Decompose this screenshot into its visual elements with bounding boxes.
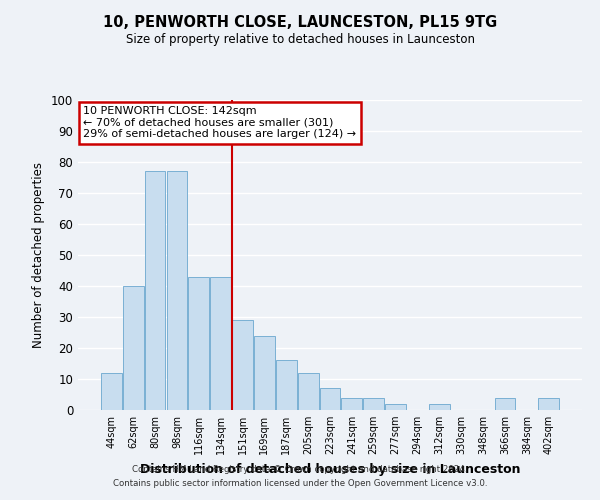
Bar [320, 388, 340, 410]
Bar [298, 373, 319, 410]
Bar [538, 398, 559, 410]
Text: Size of property relative to detached houses in Launceston: Size of property relative to detached ho… [125, 32, 475, 46]
Bar [101, 373, 122, 410]
Bar [210, 276, 231, 410]
Bar [341, 398, 362, 410]
Bar [232, 320, 253, 410]
Bar [123, 286, 143, 410]
Text: 10, PENWORTH CLOSE, LAUNCESTON, PL15 9TG: 10, PENWORTH CLOSE, LAUNCESTON, PL15 9TG [103, 15, 497, 30]
X-axis label: Distribution of detached houses by size in Launceston: Distribution of detached houses by size … [140, 462, 520, 475]
Bar [254, 336, 275, 410]
Bar [385, 404, 406, 410]
Y-axis label: Number of detached properties: Number of detached properties [32, 162, 46, 348]
Bar [494, 398, 515, 410]
Bar [364, 398, 384, 410]
Bar [145, 172, 166, 410]
Bar [188, 276, 209, 410]
Text: Contains HM Land Registry data © Crown copyright and database right 2024.
Contai: Contains HM Land Registry data © Crown c… [113, 466, 487, 487]
Bar [167, 172, 187, 410]
Bar [429, 404, 450, 410]
Bar [276, 360, 296, 410]
Text: 10 PENWORTH CLOSE: 142sqm
← 70% of detached houses are smaller (301)
29% of semi: 10 PENWORTH CLOSE: 142sqm ← 70% of detac… [83, 106, 356, 140]
